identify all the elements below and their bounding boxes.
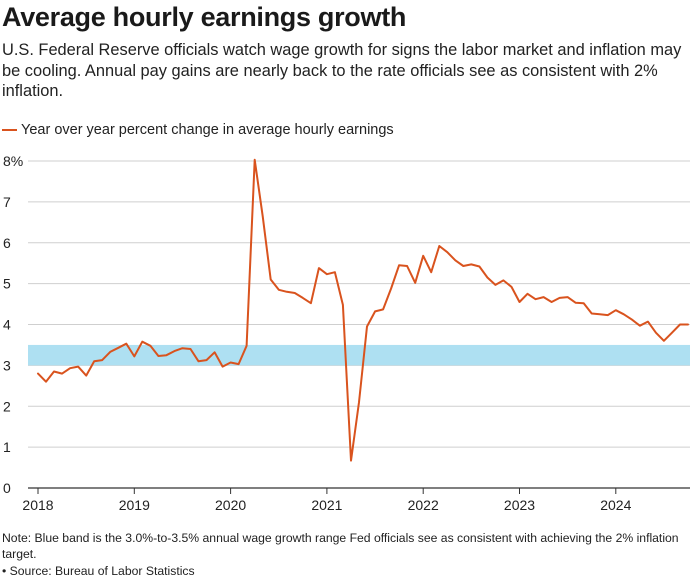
y-tick-label: 6 <box>3 235 11 251</box>
x-tick-label: 2023 <box>504 497 535 513</box>
y-tick-label: 3 <box>3 357 11 373</box>
target-band <box>28 345 690 365</box>
x-tick-label: 2021 <box>311 497 342 513</box>
x-tick-label: 2020 <box>215 497 246 513</box>
line-layer <box>38 160 688 461</box>
legend: Year over year percent change in average… <box>2 122 394 138</box>
y-tick-label: 5 <box>3 276 11 292</box>
legend-swatch <box>2 129 17 131</box>
band-layer <box>28 345 690 365</box>
y-tick-label: 4 <box>3 317 11 333</box>
y-tick-label: 8% <box>3 153 23 169</box>
y-tick-label: 2 <box>3 398 11 414</box>
y-tick-label: 0 <box>3 480 11 496</box>
x-tick-label: 2019 <box>119 497 150 513</box>
x-tick-label: 2024 <box>600 497 631 513</box>
chart-source: • Source: Bureau of Labor Statistics <box>2 564 195 578</box>
line-chart: 0 1 2 3 4 5 6 7 8% 2018 2019 2020 2021 2022 2023 2024 <box>0 150 700 522</box>
legend-label: Year over year percent change in average… <box>21 122 394 138</box>
series-line <box>38 160 688 461</box>
chart-note: Note: Blue band is the 3.0%-to-3.5% annu… <box>2 530 694 562</box>
y-tick-label: 1 <box>3 439 11 455</box>
chart-title: Average hourly earnings growth <box>2 2 406 33</box>
x-tick-label: 2018 <box>22 497 53 513</box>
x-tick-label: 2022 <box>408 497 439 513</box>
y-tick-label: 7 <box>3 194 11 210</box>
chart-subtitle: U.S. Federal Reserve officials watch wag… <box>2 40 694 102</box>
axis-layer: 0 1 2 3 4 5 6 7 8% 2018 2019 2020 2021 2022 2023 2024 <box>3 153 690 513</box>
